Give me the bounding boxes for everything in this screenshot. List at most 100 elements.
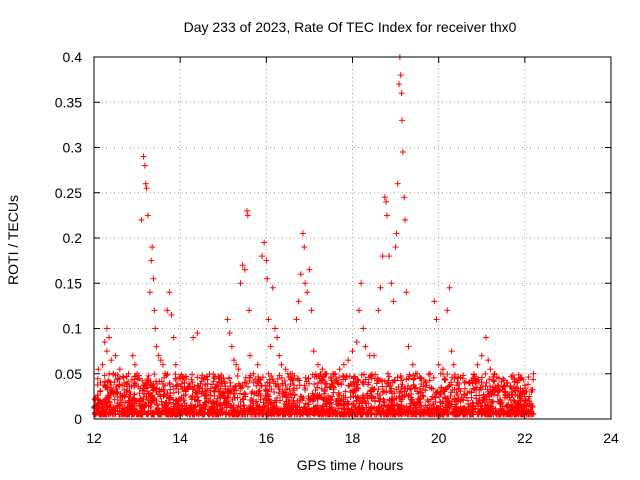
- data-point: [511, 376, 518, 383]
- data-point: [442, 376, 449, 383]
- data-point: [261, 239, 268, 246]
- data-point: [99, 361, 106, 368]
- data-point: [340, 361, 347, 368]
- data-point: [103, 325, 110, 332]
- data-point: [379, 388, 386, 395]
- data-point: [371, 352, 378, 359]
- data-point: [375, 307, 382, 314]
- data-point: [139, 377, 146, 384]
- data-point: [525, 381, 532, 388]
- data-point: [393, 386, 400, 393]
- data-point: [522, 397, 529, 404]
- data-point: [499, 375, 506, 382]
- data-point: [411, 385, 418, 392]
- data-point: [375, 386, 382, 393]
- data-point: [424, 397, 431, 404]
- data-point: [365, 381, 372, 388]
- data-point: [279, 393, 286, 400]
- data-point: [112, 352, 119, 359]
- x-tick-label: 22: [517, 430, 533, 446]
- data-point: [399, 149, 406, 156]
- chart-title: Day 233 of 2023, Rate Of TEC Index for r…: [184, 19, 517, 35]
- data-point: [381, 194, 388, 201]
- data-point: [490, 398, 497, 405]
- data-point: [444, 307, 451, 314]
- data-point: [405, 343, 412, 350]
- data-point: [137, 395, 144, 402]
- data-point: [203, 373, 210, 380]
- data-point: [102, 383, 109, 390]
- data-point: [301, 244, 308, 251]
- data-point: [478, 352, 485, 359]
- data-point: [279, 382, 286, 389]
- data-point: [141, 162, 148, 169]
- data-point: [342, 388, 349, 395]
- data-point: [190, 334, 197, 341]
- x-tick-label: 20: [431, 430, 447, 446]
- x-tick-label: 12: [86, 430, 102, 446]
- data-point: [426, 377, 433, 384]
- data-point: [137, 402, 144, 409]
- data-point: [344, 405, 351, 412]
- y-tick-label: 0.3: [63, 140, 83, 156]
- data-point: [441, 388, 448, 395]
- data-point: [372, 371, 379, 378]
- data-point: [166, 380, 173, 387]
- data-point: [160, 381, 167, 388]
- data-point: [101, 372, 108, 379]
- data-point: [302, 280, 309, 287]
- data-point: [522, 385, 529, 392]
- data-points: [91, 54, 537, 418]
- y-tick-label: 0.05: [55, 366, 82, 382]
- data-point: [454, 382, 461, 389]
- x-tick-label: 18: [345, 430, 361, 446]
- data-point: [331, 371, 338, 378]
- data-point: [376, 403, 383, 410]
- data-point: [126, 394, 133, 401]
- data-point: [269, 284, 276, 291]
- data-point: [403, 289, 410, 296]
- data-point: [259, 253, 266, 260]
- data-point: [120, 374, 127, 381]
- data-point: [295, 298, 302, 305]
- data-point: [243, 207, 250, 214]
- data-point: [388, 280, 395, 287]
- data-point: [345, 357, 352, 364]
- data-point: [172, 361, 179, 368]
- data-point: [107, 390, 114, 397]
- data-point: [260, 399, 267, 406]
- data-point: [353, 339, 360, 346]
- data-point: [254, 361, 261, 368]
- data-point: [148, 257, 155, 264]
- y-tick-label: 0: [74, 411, 82, 427]
- data-point: [396, 81, 403, 88]
- data-point: [272, 380, 279, 387]
- data-point: [435, 361, 442, 368]
- data-point: [306, 266, 313, 273]
- data-point: [293, 316, 300, 323]
- data-point: [211, 388, 218, 395]
- data-point: [347, 394, 354, 401]
- data-point: [383, 212, 390, 219]
- data-point: [302, 374, 309, 381]
- data-point: [143, 185, 150, 192]
- data-point: [121, 386, 128, 393]
- data-point: [336, 366, 343, 373]
- data-point: [446, 284, 453, 291]
- x-tick-label: 16: [259, 430, 275, 446]
- data-point: [234, 372, 241, 379]
- data-point: [267, 343, 274, 350]
- data-point: [194, 330, 201, 337]
- data-point: [385, 370, 392, 377]
- data-point: [296, 382, 303, 389]
- data-point: [209, 381, 216, 388]
- data-point: [274, 376, 281, 383]
- data-point: [304, 289, 311, 296]
- data-point: [393, 230, 400, 237]
- data-point: [227, 379, 234, 386]
- data-point: [95, 366, 102, 373]
- data-point: [530, 370, 537, 377]
- data-point: [140, 153, 147, 160]
- data-point: [390, 298, 397, 305]
- data-point: [306, 380, 313, 387]
